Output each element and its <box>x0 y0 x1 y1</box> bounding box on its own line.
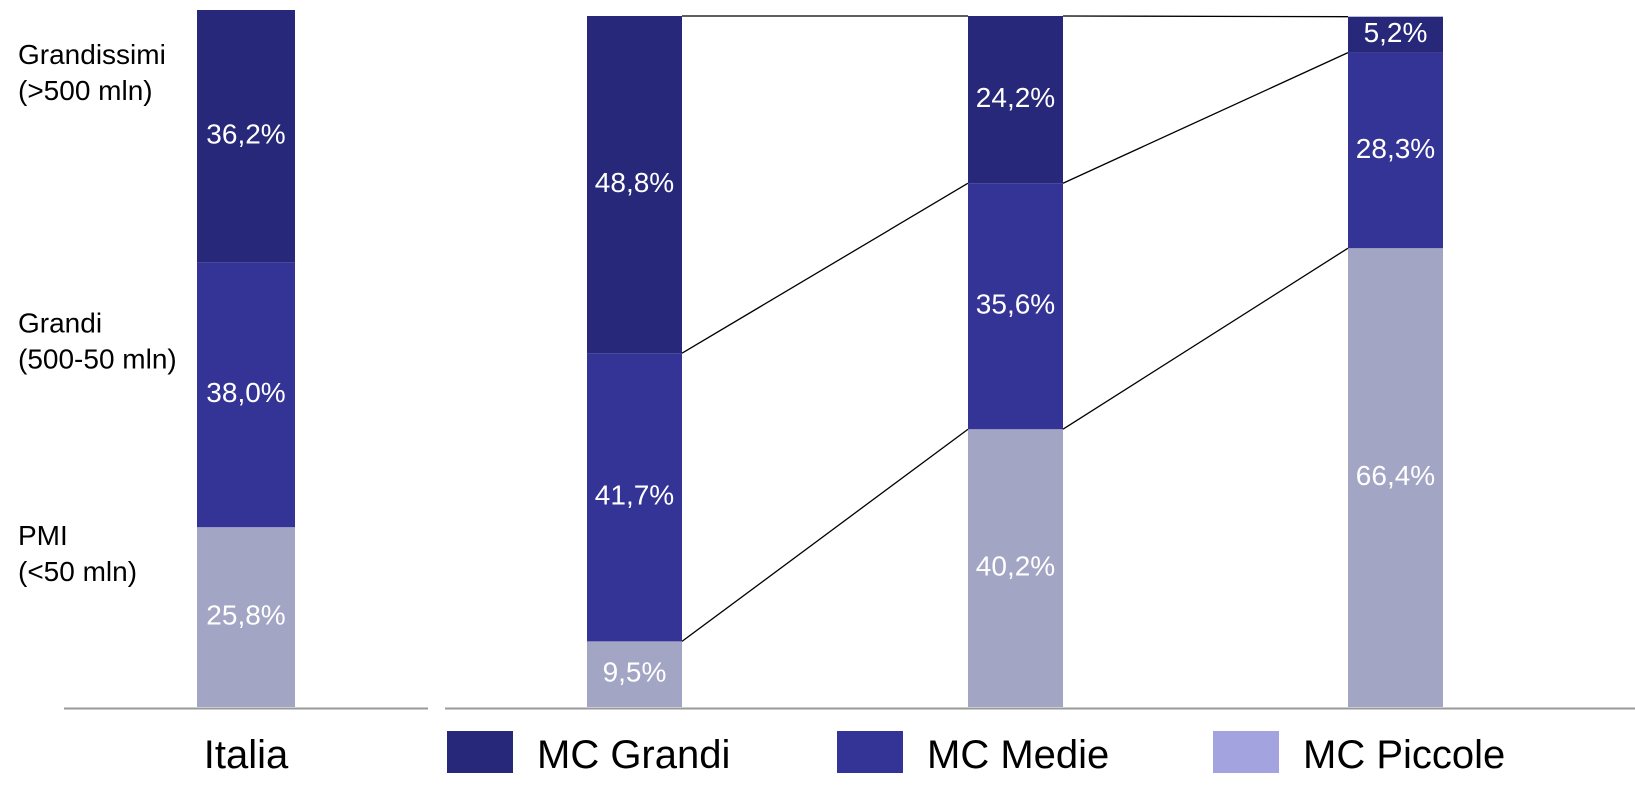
bar-mc-medie-3 <box>1348 52 1443 249</box>
italia-bar-segment-1 <box>197 527 295 707</box>
value-label-mc-medie-3: 28,3% <box>1356 133 1435 164</box>
italia-chart: 25,8% 38,0% 36,2% PMI (<50 mln) Grandi (500-50… <box>18 10 428 777</box>
x-category-label-italia: Italia <box>204 733 289 777</box>
bar-mc-grandi-3 <box>1348 16 1443 53</box>
value-label-mc-grandi-2: 24,2% <box>976 82 1055 113</box>
legend-swatch-mc-grandi <box>447 731 513 773</box>
category-label-line: Grandi <box>18 308 102 339</box>
italia-value-label-1: 25,8% <box>206 599 285 630</box>
value-label-mc-grandi-1: 48,8% <box>595 167 674 198</box>
category-label-line: (500-50 mln) <box>18 344 177 375</box>
category-label-line: (>500 mln) <box>18 75 153 106</box>
connector-line-1-2 <box>681 182 969 354</box>
value-label-mc-piccole-3: 66,4% <box>1356 460 1435 491</box>
category-label-line: Grandissimi <box>18 39 166 70</box>
category-label-line: (<50 mln) <box>18 556 137 587</box>
italia-value-label-3: 36,2% <box>206 119 285 150</box>
legend-swatch-mc-medie <box>837 731 903 773</box>
value-label-mc-piccole-1: 9,5% <box>603 657 667 688</box>
bar-mc-grandi-2 <box>968 16 1063 184</box>
connector-line-2-1 <box>1062 247 1349 430</box>
value-label-mc-medie-1: 41,7% <box>595 480 674 511</box>
legend-label-mc-piccole: MC Piccole <box>1303 733 1505 777</box>
connector-line-1-1 <box>681 428 969 642</box>
bar-mc-medie-2 <box>968 183 1063 430</box>
italia-value-label-2: 38,0% <box>206 377 285 408</box>
segment-category-label-grandissimi: Grandissimi (>500 mln) <box>18 39 166 106</box>
value-label-mc-grandi-3: 5,2% <box>1364 17 1428 48</box>
segment-category-label-pmi: PMI (<50 mln) <box>18 520 137 587</box>
bar-mc-piccole-2 <box>968 429 1063 707</box>
connector-line-2-3 <box>1062 15 1349 18</box>
italia-bar-segment-2 <box>197 262 295 528</box>
connector-line-2-2 <box>1062 52 1349 184</box>
legend: MC Grandi MC Medie MC Piccole <box>447 731 1505 777</box>
value-label-mc-piccole-2: 40,2% <box>976 550 1055 581</box>
bar-mc-grandi-1 <box>587 16 682 354</box>
bar-mc-piccole-3 <box>1348 248 1443 707</box>
value-label-mc-medie-2: 35,6% <box>976 289 1055 320</box>
bar-mc-piccole-1 <box>587 641 682 707</box>
legend-label-mc-grandi: MC Grandi <box>537 733 730 777</box>
segment-category-label-grandi: Grandi (500-50 mln) <box>18 308 177 375</box>
italia-bar-segment-3 <box>197 10 295 263</box>
category-label-line: PMI <box>18 520 68 551</box>
legend-swatch-mc-piccole <box>1213 731 1279 773</box>
mc-chart: 9,5% 41,7% 48,8% 40,2% 35,6% 24,2% 66,4% 28,3% 5… <box>445 15 1635 710</box>
bar-mc-medie-1 <box>587 353 682 642</box>
legend-label-mc-medie: MC Medie <box>927 733 1109 777</box>
